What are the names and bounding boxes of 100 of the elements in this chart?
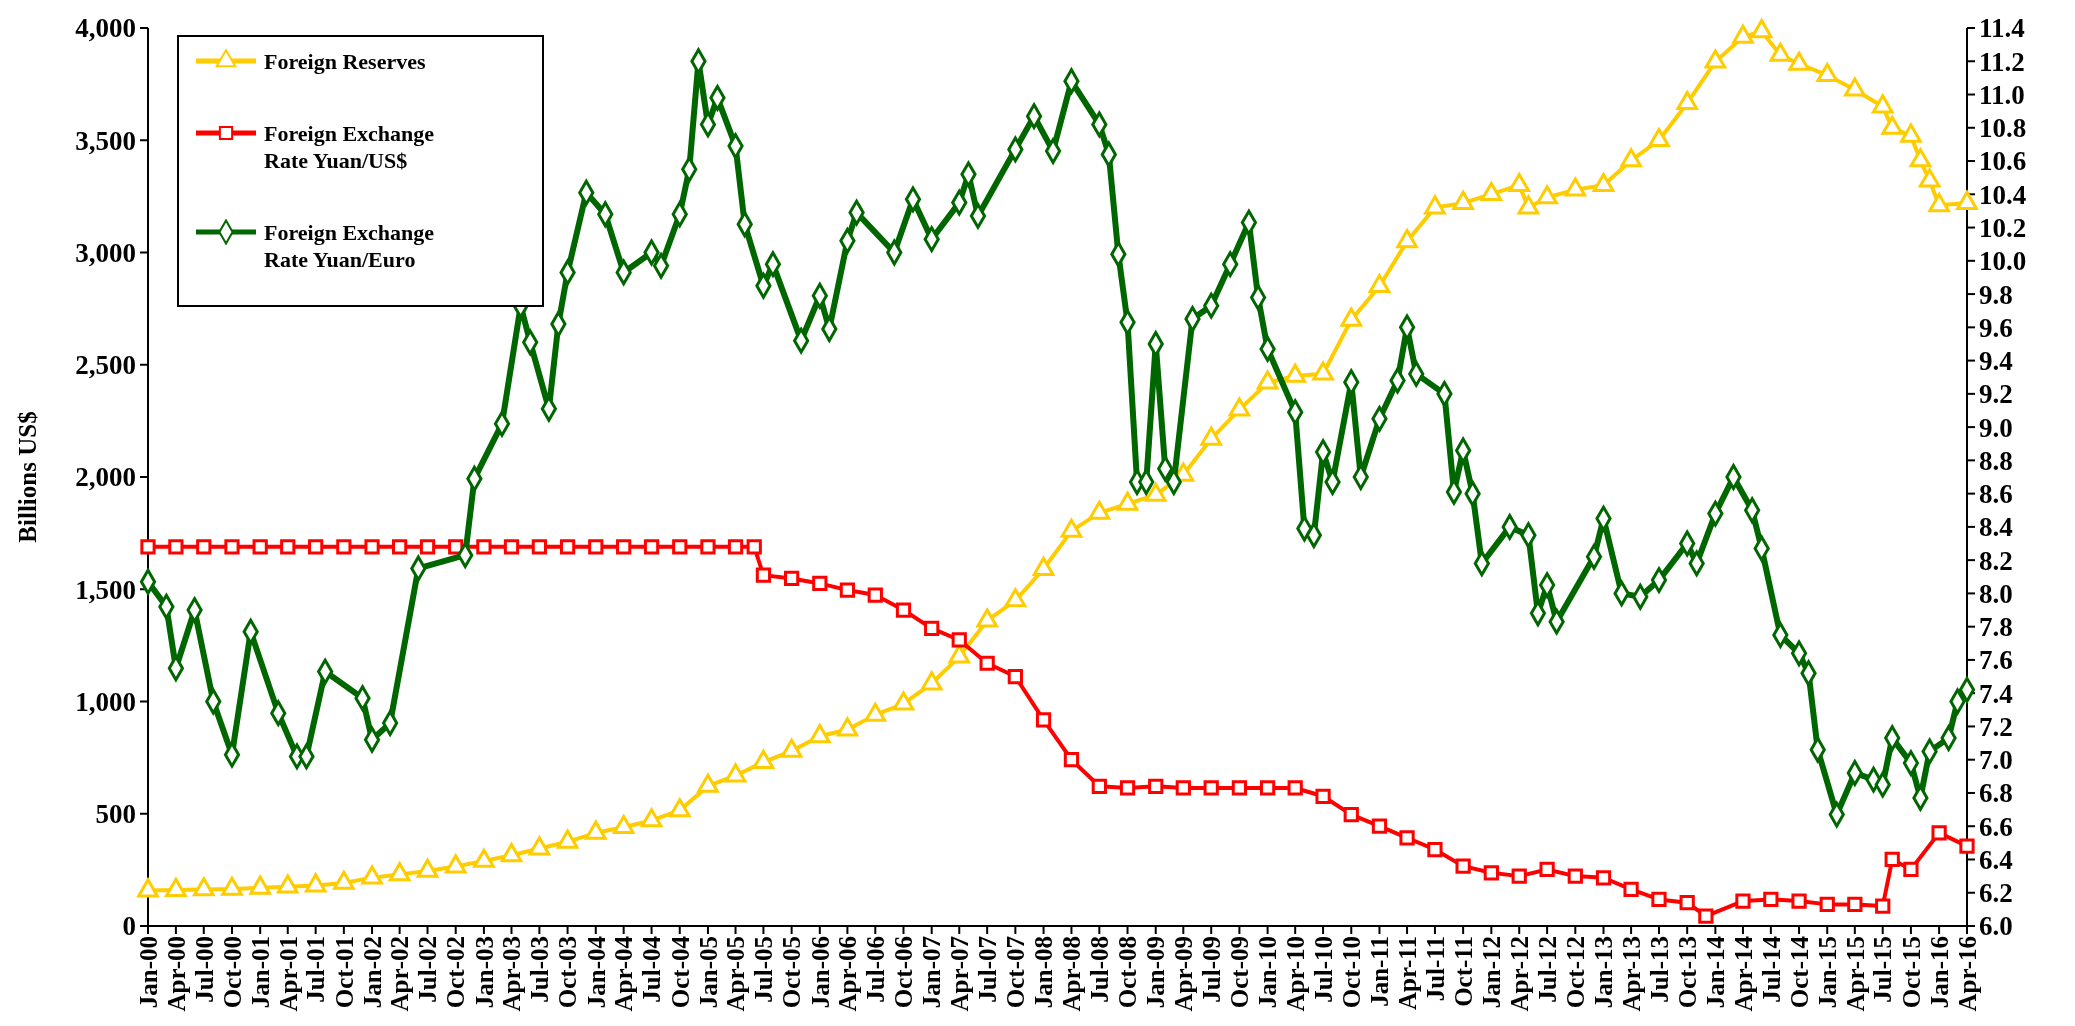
x-tick-label: Oct-13 bbox=[1673, 936, 1701, 1009]
x-tick-label: Apr-03 bbox=[498, 936, 526, 1012]
y-tick-label: 4,000 bbox=[75, 13, 136, 44]
y2-tick-label: 11.4 bbox=[1979, 13, 2025, 44]
x-tick-label: Jan-13 bbox=[1590, 936, 1618, 1009]
y2-tick-label: 10.0 bbox=[1979, 246, 2027, 277]
y2-tick-label: 10.4 bbox=[1979, 179, 2027, 210]
x-tick-label: Jan-02 bbox=[358, 936, 386, 1009]
x-tick-label: Apr-02 bbox=[386, 936, 414, 1012]
x-tick-label: Jul-07 bbox=[973, 936, 1001, 1003]
x-tick-label: Jan-11 bbox=[1366, 936, 1394, 1007]
y2-tick-label: 6.0 bbox=[1979, 911, 2013, 942]
x-tick-label: Apr-04 bbox=[610, 935, 638, 1012]
y2-tick-label: 9.6 bbox=[1979, 312, 2013, 343]
x-tick-label: Jan-04 bbox=[582, 935, 610, 1009]
legend-label: Foreign Reserves bbox=[264, 48, 426, 74]
y2-tick-label: 7.4 bbox=[1979, 678, 2013, 709]
x-tick-label: Apr-05 bbox=[722, 936, 750, 1012]
x-tick-label: Jul-01 bbox=[302, 936, 330, 1003]
x-tick-label: Jan-00 bbox=[134, 936, 162, 1009]
y2-tick-label: 8.6 bbox=[1979, 479, 2013, 510]
y2-tick-label: 7.6 bbox=[1979, 645, 2013, 676]
x-tick-label: Jul-15 bbox=[1869, 936, 1897, 1003]
x-tick-label: Jul-04 bbox=[638, 935, 666, 1003]
x-tick-label: Jul-08 bbox=[1086, 936, 1114, 1003]
y-tick-label: 500 bbox=[95, 799, 136, 830]
y2-tick-label: 8.8 bbox=[1979, 445, 2013, 476]
x-tick-label: Jan-10 bbox=[1254, 936, 1282, 1009]
x-tick-label: Oct-06 bbox=[890, 936, 918, 1009]
y2-tick-label: 8.0 bbox=[1979, 578, 2013, 609]
x-tick-label: Jul-05 bbox=[750, 936, 778, 1003]
x-tick-label: Jan-07 bbox=[918, 936, 946, 1009]
y2-tick-label: 11.0 bbox=[1979, 79, 2025, 110]
y2-tick-label: 7.2 bbox=[1979, 711, 2013, 742]
x-tick-label: Jul-10 bbox=[1309, 936, 1337, 1003]
x-tick-label: Jan-16 bbox=[1925, 936, 1953, 1009]
x-tick-label: Apr-01 bbox=[274, 936, 302, 1012]
x-tick-label: Oct-00 bbox=[218, 936, 246, 1009]
x-tick-label: Jan-08 bbox=[1030, 936, 1058, 1009]
y-tick-label: 1,000 bbox=[75, 686, 136, 717]
x-tick-label: Apr-09 bbox=[1170, 936, 1198, 1012]
x-tick-label: Jan-09 bbox=[1142, 936, 1170, 1009]
y2-tick-label: 10.2 bbox=[1979, 213, 2027, 244]
y2-tick-label: 7.8 bbox=[1979, 612, 2013, 643]
x-tick-label: Jul-14 bbox=[1757, 935, 1785, 1003]
x-tick-label: Jul-13 bbox=[1645, 936, 1673, 1003]
y2-tick-label: 8.2 bbox=[1979, 545, 2013, 576]
y2-tick-label: 10.8 bbox=[1979, 113, 2027, 144]
y2-tick-label: 8.4 bbox=[1979, 512, 2013, 543]
x-tick-label: Apr-14 bbox=[1729, 935, 1757, 1012]
x-tick-label: Oct-04 bbox=[666, 935, 694, 1009]
y2-tick-label: 6.6 bbox=[1979, 811, 2013, 842]
y2-tick-label: 9.2 bbox=[1979, 379, 2013, 410]
x-tick-label: Oct-09 bbox=[1226, 936, 1254, 1009]
y2-tick-label: 9.0 bbox=[1979, 412, 2013, 443]
x-tick-label: Jul-03 bbox=[526, 936, 554, 1003]
y-tick-label: 1,500 bbox=[75, 574, 136, 605]
x-tick-label: Oct-07 bbox=[1002, 936, 1030, 1009]
y2-tick-label: 6.4 bbox=[1979, 844, 2013, 875]
y-tick-label: 3,000 bbox=[75, 237, 136, 268]
x-tick-label: Jan-12 bbox=[1478, 936, 1506, 1009]
x-tick-label: Jan-05 bbox=[694, 936, 722, 1009]
y2-tick-label: 9.4 bbox=[1979, 346, 2013, 377]
x-tick-label: Jul-02 bbox=[414, 936, 442, 1003]
x-tick-label: Jul-09 bbox=[1197, 936, 1225, 1003]
x-tick-label: Jan-15 bbox=[1813, 936, 1841, 1009]
x-tick-label: Jan-14 bbox=[1702, 935, 1730, 1009]
x-tick-label: Apr-12 bbox=[1505, 936, 1533, 1012]
x-tick-label: Jul-11 bbox=[1421, 936, 1449, 1002]
x-tick-label: Jan-01 bbox=[246, 936, 274, 1009]
legend-label: Foreign Exchange Rate Yuan/US$ bbox=[264, 120, 435, 173]
y2-tick-label: 9.8 bbox=[1979, 279, 2013, 310]
y-tick-label: 2,500 bbox=[75, 350, 136, 381]
x-tick-label: Apr-11 bbox=[1393, 936, 1421, 1011]
y2-tick-label: 7.0 bbox=[1979, 745, 2013, 776]
x-tick-label: Apr-08 bbox=[1058, 936, 1086, 1012]
x-tick-label: Oct-15 bbox=[1897, 936, 1925, 1009]
y2-tick-label: 6.8 bbox=[1979, 778, 2013, 809]
x-tick-label: Jul-00 bbox=[190, 936, 218, 1003]
y-tick-label: 0 bbox=[122, 911, 136, 942]
x-tick-label: Apr-07 bbox=[946, 936, 974, 1012]
x-tick-label: Oct-08 bbox=[1114, 936, 1142, 1009]
x-tick-label: Jan-03 bbox=[470, 936, 498, 1009]
y2-tick-label: 11.2 bbox=[1979, 46, 2025, 77]
y-axis-title: Billions US$ bbox=[14, 411, 41, 543]
x-tick-label: Oct-02 bbox=[442, 936, 470, 1009]
legend-label: Foreign Exchange Rate Yuan/Euro bbox=[264, 219, 435, 272]
x-tick-label: Oct-05 bbox=[778, 936, 806, 1009]
x-tick-label: Apr-15 bbox=[1841, 936, 1869, 1012]
x-tick-label: Jan-06 bbox=[806, 936, 834, 1009]
x-tick-label: Apr-13 bbox=[1617, 936, 1645, 1012]
x-tick-label: Oct-03 bbox=[554, 936, 582, 1009]
y2-tick-label: 10.6 bbox=[1979, 146, 2027, 177]
x-tick-label: Apr-10 bbox=[1281, 936, 1309, 1012]
x-tick-label: Apr-16 bbox=[1953, 936, 1981, 1012]
x-tick-label: Oct-01 bbox=[330, 936, 358, 1009]
y-tick-label: 2,000 bbox=[75, 462, 136, 493]
x-tick-label: Jul-12 bbox=[1533, 936, 1561, 1003]
x-tick-label: Apr-00 bbox=[162, 936, 190, 1012]
x-tick-label: Apr-06 bbox=[834, 936, 862, 1012]
